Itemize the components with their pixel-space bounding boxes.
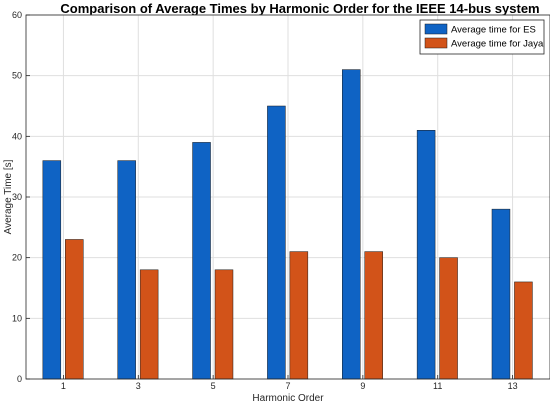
x-tick-label: 13 xyxy=(508,381,518,391)
bar-jaya-7 xyxy=(289,251,309,380)
bar-es-3 xyxy=(117,160,136,380)
y-tick-label: 40 xyxy=(12,131,22,141)
bar-jaya-11 xyxy=(439,257,458,380)
legend-label: Average time for Jaya xyxy=(451,39,544,50)
bar-es-5 xyxy=(192,142,211,380)
x-axis-label: Harmonic Order xyxy=(252,393,324,404)
bar-jaya-9 xyxy=(364,251,383,380)
x-tick-label: 11 xyxy=(433,381,442,391)
bar-jaya-1 xyxy=(65,239,84,380)
x-tick-label: 7 xyxy=(285,381,290,391)
y-tick-label: 50 xyxy=(12,71,22,81)
y-tick-label: 60 xyxy=(12,10,22,20)
x-tick-label: 9 xyxy=(360,381,365,391)
x-tick-labels: 1 3 5 7 9 11 13 xyxy=(61,381,518,391)
grid xyxy=(26,14,550,380)
bar-es-1 xyxy=(42,160,62,380)
x-tick-label: 5 xyxy=(211,381,216,391)
bar-jaya-3 xyxy=(139,269,159,380)
bar-es-9 xyxy=(342,69,361,380)
y-axis-label: Average Time [s] xyxy=(3,159,14,234)
y-tick-labels: 0 10 20 30 40 50 60 xyxy=(12,10,22,384)
bar-es-11 xyxy=(416,130,436,380)
y-tick-label: 30 xyxy=(12,192,22,202)
x-tick-label: 1 xyxy=(61,381,66,391)
bar-es-7 xyxy=(267,105,286,380)
bar-es-13 xyxy=(491,208,511,380)
bar-jaya-13 xyxy=(514,281,533,380)
bar-jaya-5 xyxy=(214,269,234,380)
legend: Average time for ES Average time for Jaya xyxy=(419,19,545,55)
legend-swatch xyxy=(424,23,448,35)
y-tick-label: 20 xyxy=(12,253,22,263)
legend-label: Average time for ES xyxy=(451,25,536,36)
x-tick-label: 3 xyxy=(136,381,141,391)
y-tick-label: 10 xyxy=(12,313,22,323)
chart-title: Comparison of Average Times by Harmonic … xyxy=(60,1,539,16)
axes xyxy=(25,14,550,380)
y-tick-label: 0 xyxy=(17,374,22,384)
legend-swatch xyxy=(424,37,448,49)
